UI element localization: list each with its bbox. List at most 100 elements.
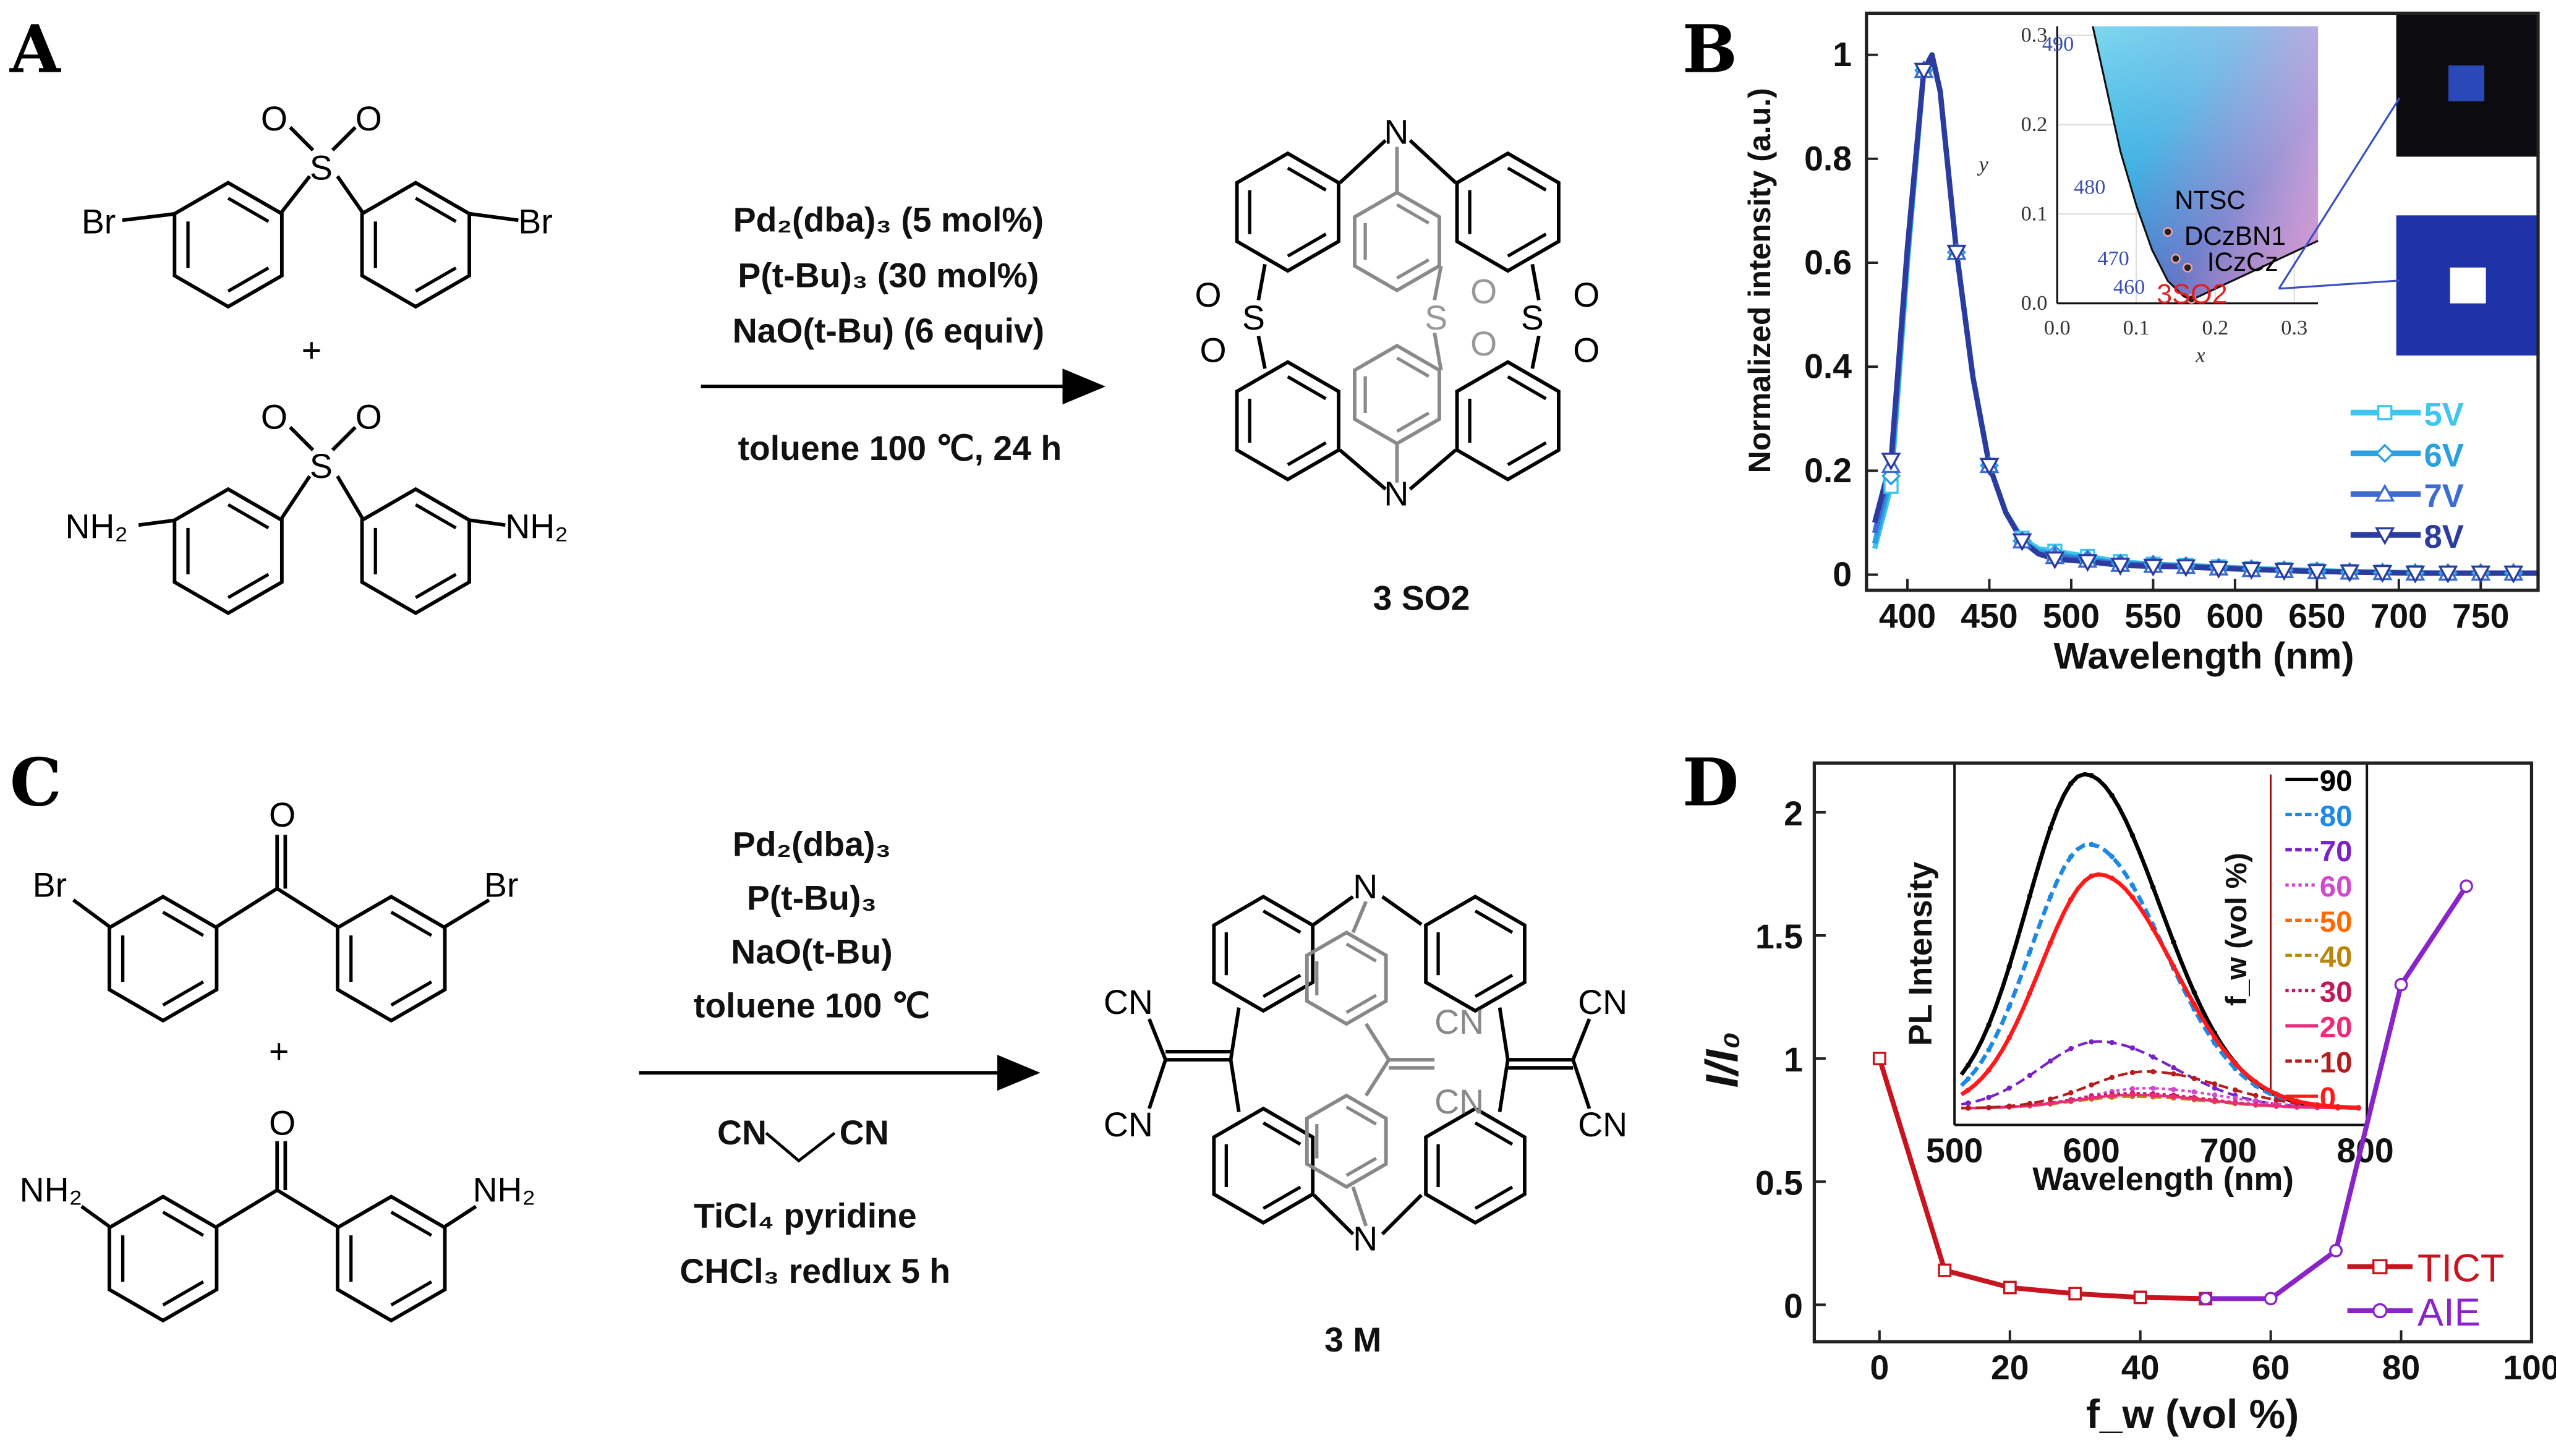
inset-data-point: [2089, 841, 2094, 848]
panel-label-a: A: [9, 11, 61, 87]
inset-data-point: [2109, 1093, 2115, 1099]
data-point: [2438, 565, 2458, 584]
inset-data-point: [2129, 832, 2136, 838]
benzene-ring: [1353, 190, 1441, 292]
data-point: [2045, 551, 2065, 569]
double-bond: [1507, 375, 1547, 401]
oxygen-atom: O: [261, 100, 288, 138]
bond: [279, 175, 312, 215]
amino-substituent-left: NH₂: [20, 1170, 82, 1209]
inset-y-tick-label: 0.1: [2021, 202, 2048, 226]
double-bond: [1396, 356, 1430, 378]
bond: [276, 887, 340, 929]
bond: [1256, 335, 1267, 369]
data-point: [2460, 879, 2473, 893]
panel-label-b: B: [1682, 11, 1737, 87]
double-bond: [1396, 258, 1430, 280]
cie-point-label: DCzBN1: [2184, 221, 2286, 250]
double-bond: [1345, 942, 1377, 963]
inset-data-point: [2232, 1087, 2238, 1093]
plus-sign: +: [302, 331, 322, 370]
benzene-ring: [1235, 151, 1340, 273]
bromo-substituent-right: Br: [518, 202, 552, 241]
benzene-ring: [1235, 360, 1340, 482]
nitrile-group: CN: [1434, 1003, 1484, 1041]
x-axis-label: f_w (vol %): [2086, 1391, 2299, 1437]
data-point: [2375, 443, 2395, 463]
y-axis-label: I/I₀: [1696, 1032, 1747, 1088]
benzene-ring: [1455, 151, 1561, 273]
benzene-ring: [1212, 895, 1315, 1013]
inset-legend-label: 90: [2320, 765, 2353, 798]
inset-x-tick-label: 0.0: [2044, 316, 2071, 339]
double-bond: [1507, 441, 1547, 466]
inset-data-point: [2129, 1070, 2136, 1076]
condition-reflux: CHCl₃ redlux 5 h: [679, 1252, 950, 1290]
cie-point-label: 3SO2: [2157, 279, 2228, 310]
inset-x-tick-label: 700: [2200, 1131, 2257, 1170]
inset-data-point: [2171, 1094, 2176, 1100]
bond: [276, 1188, 340, 1230]
bond: [469, 211, 519, 223]
double-bond: [227, 266, 270, 293]
inset-legend-label: 30: [2320, 976, 2353, 1009]
panel-label-d: D: [1682, 744, 1739, 821]
inset-legend-label: 70: [2320, 835, 2353, 868]
data-point: [2329, 1243, 2343, 1258]
y-tick-label: 0: [1784, 1287, 1803, 1325]
oxygen-atom: O: [1199, 331, 1226, 370]
inset-data-point: [2006, 1085, 2012, 1091]
sulfur-atom: S: [310, 447, 333, 485]
inset-data-point: [2273, 1091, 2279, 1097]
inset-data-point: [2129, 895, 2136, 900]
cie-point-label: NTSC: [2175, 185, 2246, 215]
inset-legend-label: 10: [2320, 1047, 2353, 1079]
inset-legend-label: 20: [2320, 1011, 2353, 1044]
inset-data-point: [1986, 1104, 1992, 1110]
double-bond: [227, 573, 270, 599]
y-tick-label: 1.5: [1755, 917, 1803, 956]
inset-data-point: [2047, 1096, 2053, 1102]
double-bond: [1287, 375, 1327, 401]
data-point: [2372, 564, 2393, 583]
inset-data-point: [2068, 1090, 2074, 1096]
benzene-ring: [1305, 930, 1388, 1026]
inset-legend-label: 60: [2320, 871, 2353, 903]
condition-base: NaO(t-Bu): [731, 932, 892, 971]
bond: [336, 475, 365, 521]
bond: [336, 175, 365, 215]
oxygen-atom: O: [1573, 276, 1600, 314]
inset-data-point: [2129, 882, 2136, 888]
inset-data-point: [2129, 1086, 2136, 1092]
bond: [289, 126, 315, 151]
bond: [1381, 895, 1423, 926]
x-tick-label: 550: [2124, 597, 2181, 635]
malononitrile-cn-right: CN: [840, 1113, 889, 1152]
series-line-8V: [1872, 52, 2538, 576]
inset-data-point: [2335, 1104, 2341, 1110]
device-pixel-lit: [2450, 267, 2486, 304]
inset-data-point: [2150, 884, 2156, 890]
cie-point: [2183, 262, 2193, 273]
oxygen-atom: O: [1470, 325, 1497, 363]
bond: [1571, 1018, 1591, 1061]
bond: [1364, 1023, 1391, 1061]
inset-data-point: [2191, 1002, 2197, 1007]
inset-data-point: [2253, 1092, 2259, 1099]
inset-x-axis-label: x: [2195, 344, 2205, 367]
bond: [1433, 332, 1443, 371]
cie-point: [2186, 294, 2197, 304]
plot-frame: [1812, 761, 2534, 1343]
inset-data-point: [2109, 875, 2115, 881]
double-bond: [162, 980, 205, 1007]
reaction-scheme-c: [72, 835, 1591, 1323]
double-bond: [414, 573, 457, 599]
reaction-scheme-a: [122, 126, 1561, 615]
bond: [122, 211, 177, 223]
inset-y-tick-label: 0.3: [2021, 23, 2048, 46]
y-tick-label: 0.4: [1804, 347, 1852, 386]
inset-x-tick-label: 500: [1926, 1131, 1983, 1170]
sulfur-atom: S: [1521, 299, 1544, 337]
cie-point: [2171, 253, 2181, 264]
inset-legend-label: 80: [2320, 800, 2353, 833]
